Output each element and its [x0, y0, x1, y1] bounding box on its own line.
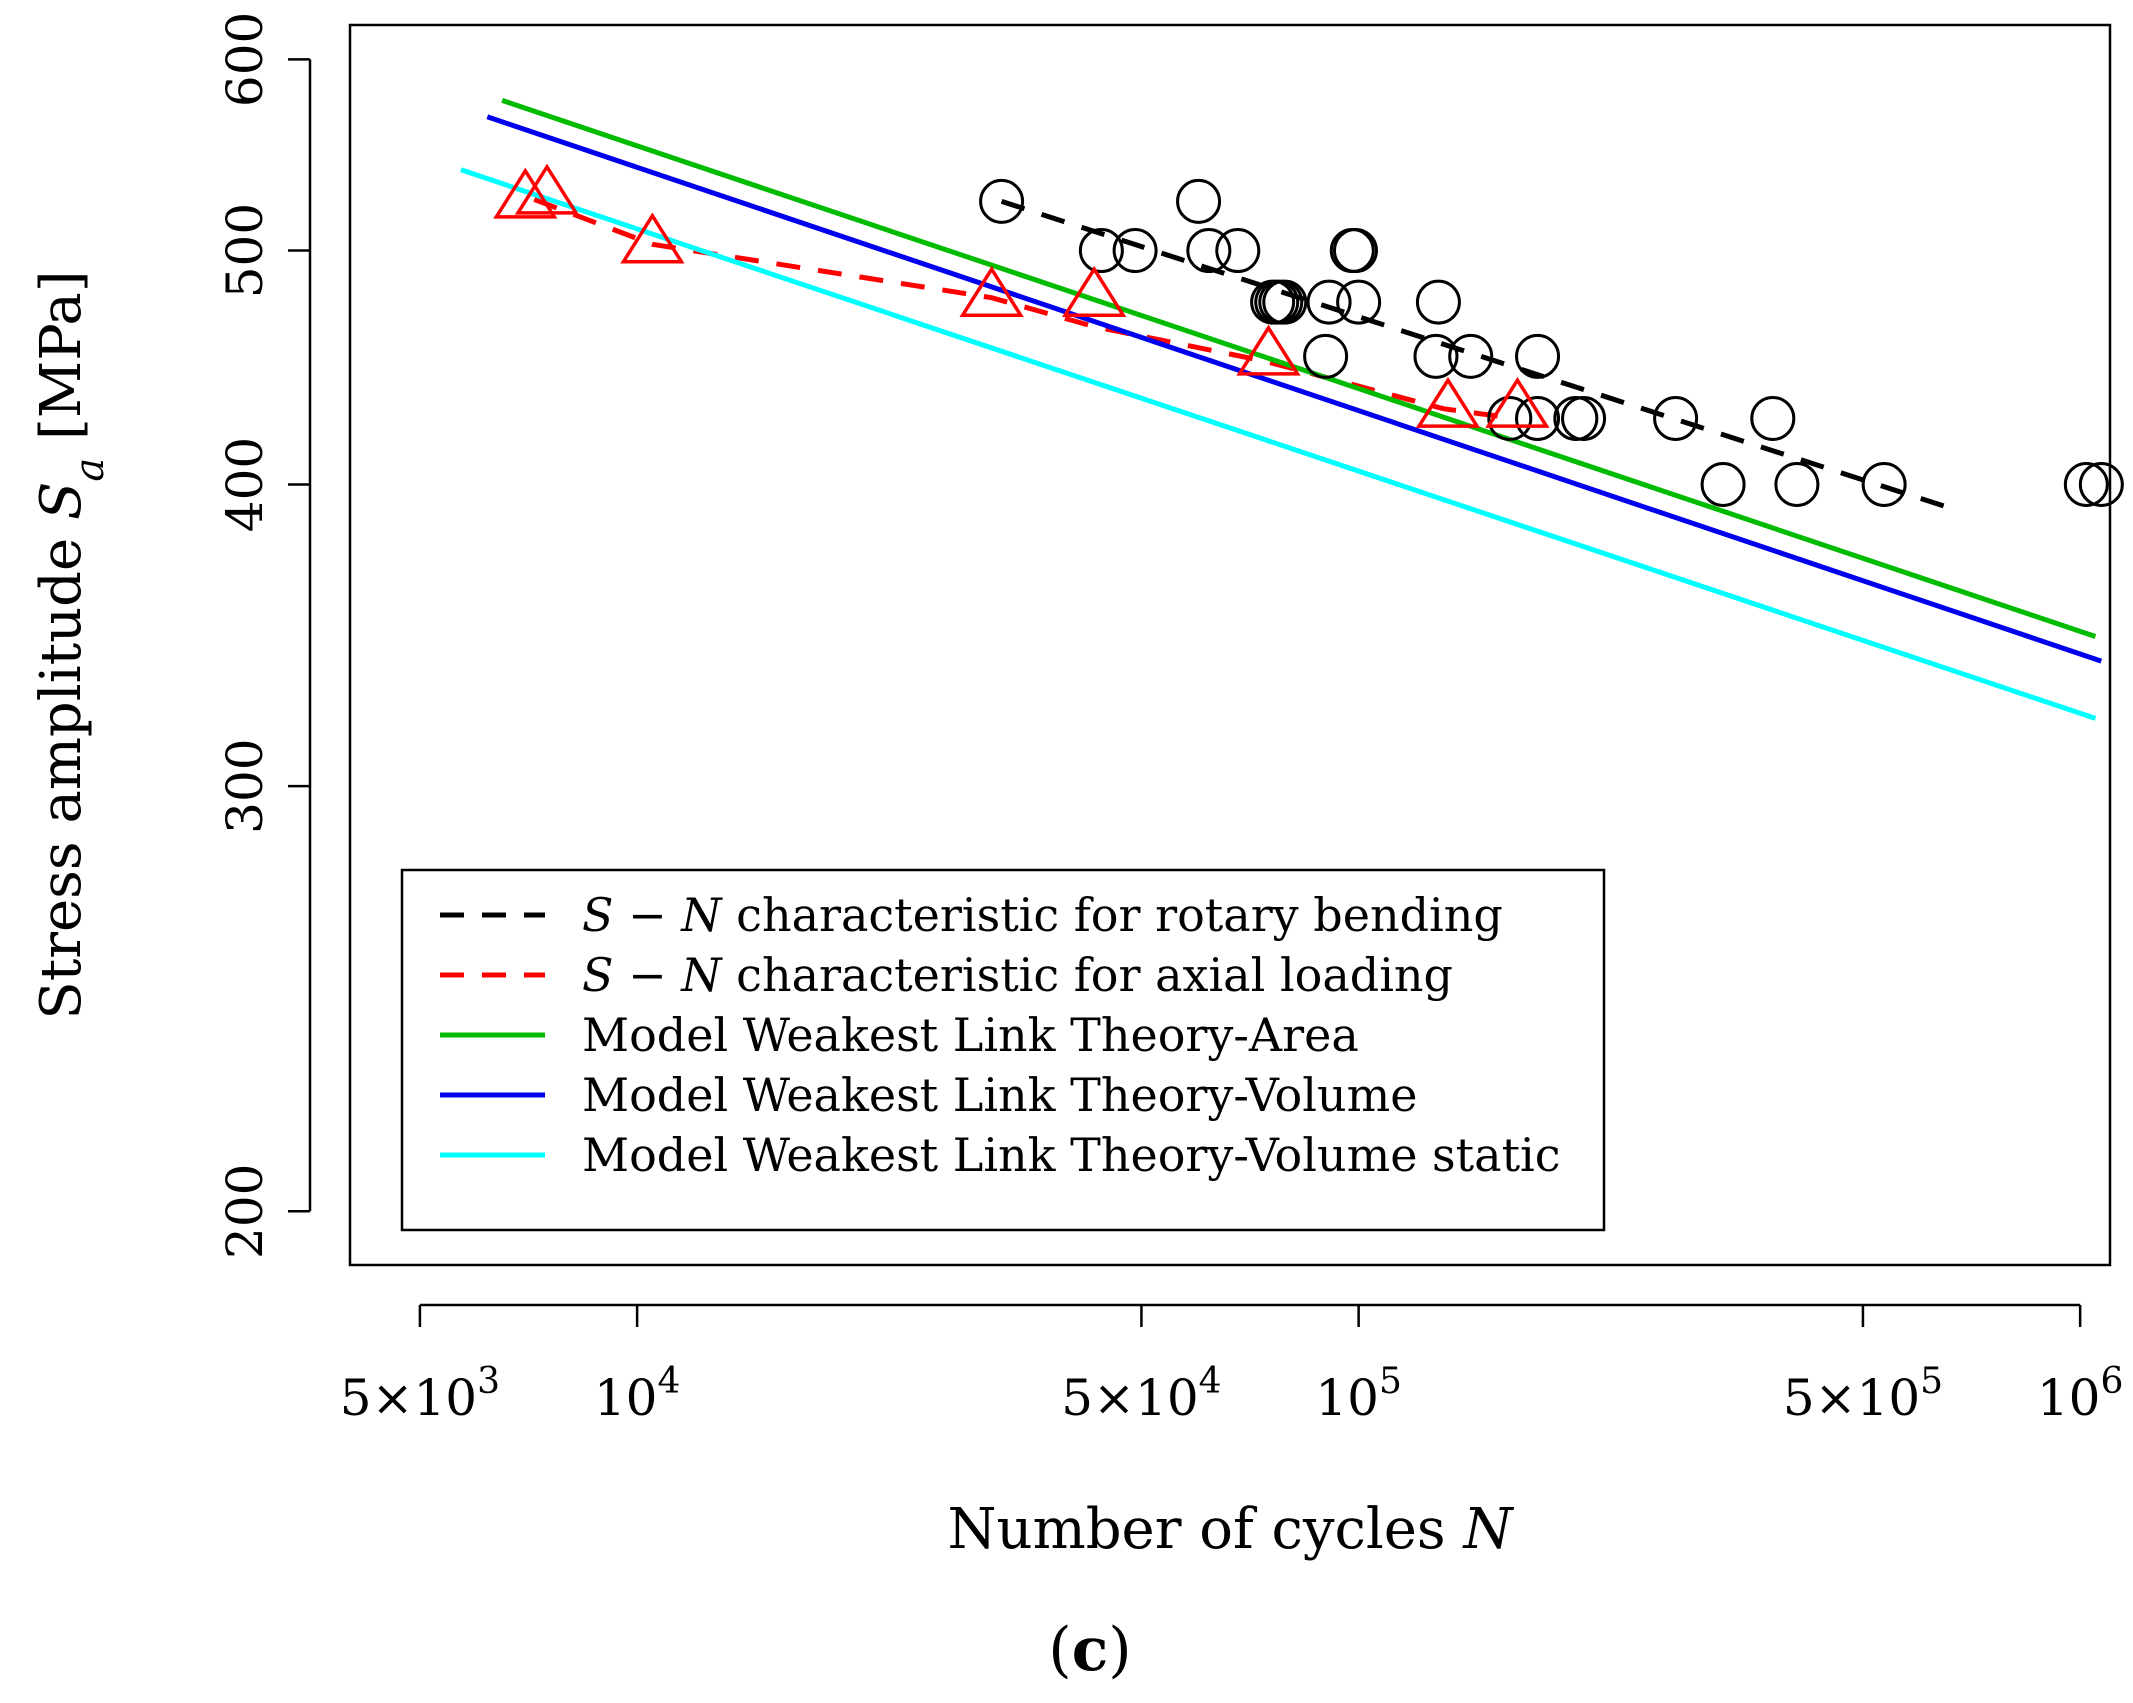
- x-tick-label: 5×104: [1061, 1361, 1221, 1427]
- y-axis: 200 300 400 500 600: [216, 12, 312, 1259]
- data-point-triangle: [959, 265, 1024, 317]
- x-axis-var: N: [1461, 1497, 1514, 1562]
- x-tick-label: 104: [594, 1361, 681, 1427]
- data-point-circle: [1306, 279, 1352, 325]
- series-line: [486, 114, 2103, 664]
- y-tick-label: 600: [216, 12, 274, 107]
- data-point-circle: [2063, 461, 2109, 507]
- y-axis-unit: [MPa]: [29, 270, 94, 440]
- data-point-circle: [1186, 228, 1232, 274]
- x-tick-label: 105: [1315, 1361, 1402, 1427]
- y-tick-label: 200: [216, 1164, 274, 1259]
- legend-label: Model Weakest Link Theory-Volume: [582, 1068, 1417, 1122]
- data-point-circle: [1078, 228, 1124, 274]
- y-tick-label: 300: [216, 738, 274, 833]
- data-point-circle: [1112, 228, 1158, 274]
- data-point-circle: [1561, 395, 1607, 441]
- data-point-circle: [1515, 395, 1561, 441]
- y-tick-label: 500: [216, 203, 274, 298]
- data-point-triangle: [1485, 376, 1550, 428]
- series-layer: [460, 98, 2103, 721]
- data-point-circle: [1415, 279, 1461, 325]
- data-point-circle: [1262, 279, 1308, 325]
- data-point-triangle: [1061, 265, 1127, 317]
- data-point-triangle: [1236, 324, 1301, 376]
- data-point-circle: [1332, 228, 1378, 274]
- data-point-circle: [1254, 279, 1300, 325]
- data-point-triangle: [620, 212, 685, 264]
- data-point-circle: [1215, 228, 1261, 274]
- x-axis-title: Number of cycles N: [948, 1497, 1515, 1562]
- data-point-circle: [1176, 178, 1222, 224]
- data-point-circle: [1258, 279, 1304, 325]
- legend-label: S − N characteristic for axial loading: [582, 948, 1453, 1002]
- data-point-circle: [2078, 461, 2124, 507]
- data-point-circle: [979, 178, 1025, 224]
- data-point-circle: [1774, 461, 1820, 507]
- x-axis: 5×103 104 5×104 105 5×105 106: [340, 1303, 2124, 1427]
- data-point-circle: [1653, 395, 1699, 441]
- y-axis-var: S: [29, 482, 94, 520]
- legend-box: [400, 868, 1606, 1232]
- data-point-circle: [1448, 333, 1494, 379]
- series-line: [1000, 199, 1961, 514]
- data-point-circle: [1700, 461, 1746, 507]
- data-point-circle: [1336, 279, 1382, 325]
- x-tick-label: 5×103: [340, 1361, 500, 1427]
- x-tick-label: 106: [2037, 1361, 2124, 1427]
- y-axis-sub: a: [67, 458, 113, 482]
- data-point-circle: [1413, 333, 1459, 379]
- data-point-triangle: [493, 167, 558, 219]
- y-axis-title: Stress amplitude Sa [MPa]: [29, 270, 113, 1019]
- data-point-triangle: [1415, 376, 1481, 428]
- data-point-circle: [1515, 333, 1561, 379]
- plot-frame: [348, 23, 2112, 1267]
- data-point-triangle: [514, 163, 580, 215]
- legend-label: Model Weakest Link Theory-Volume static: [582, 1128, 1561, 1182]
- data-point-circle: [1303, 333, 1349, 379]
- data-point-circle: [1250, 279, 1296, 325]
- legend-label: Model Weakest Link Theory-Area: [582, 1008, 1359, 1062]
- legend-label: S − N characteristic for rotary bending: [582, 888, 1503, 942]
- data-point-circle: [1750, 395, 1796, 441]
- data-point-circle: [1861, 461, 1907, 507]
- panel-label: (c): [1048, 1615, 1131, 1685]
- series-line: [501, 98, 2097, 639]
- y-tick-label: 400: [216, 437, 274, 532]
- legend: S − N characteristic for rotary bending S…: [400, 868, 1606, 1232]
- x-tick-label: 5×105: [1783, 1361, 1943, 1427]
- series-line: [533, 197, 1516, 421]
- series-line: [460, 167, 2097, 721]
- marker-layer: [493, 163, 2124, 507]
- data-point-circle: [1329, 228, 1375, 274]
- data-point-circle: [1487, 395, 1533, 441]
